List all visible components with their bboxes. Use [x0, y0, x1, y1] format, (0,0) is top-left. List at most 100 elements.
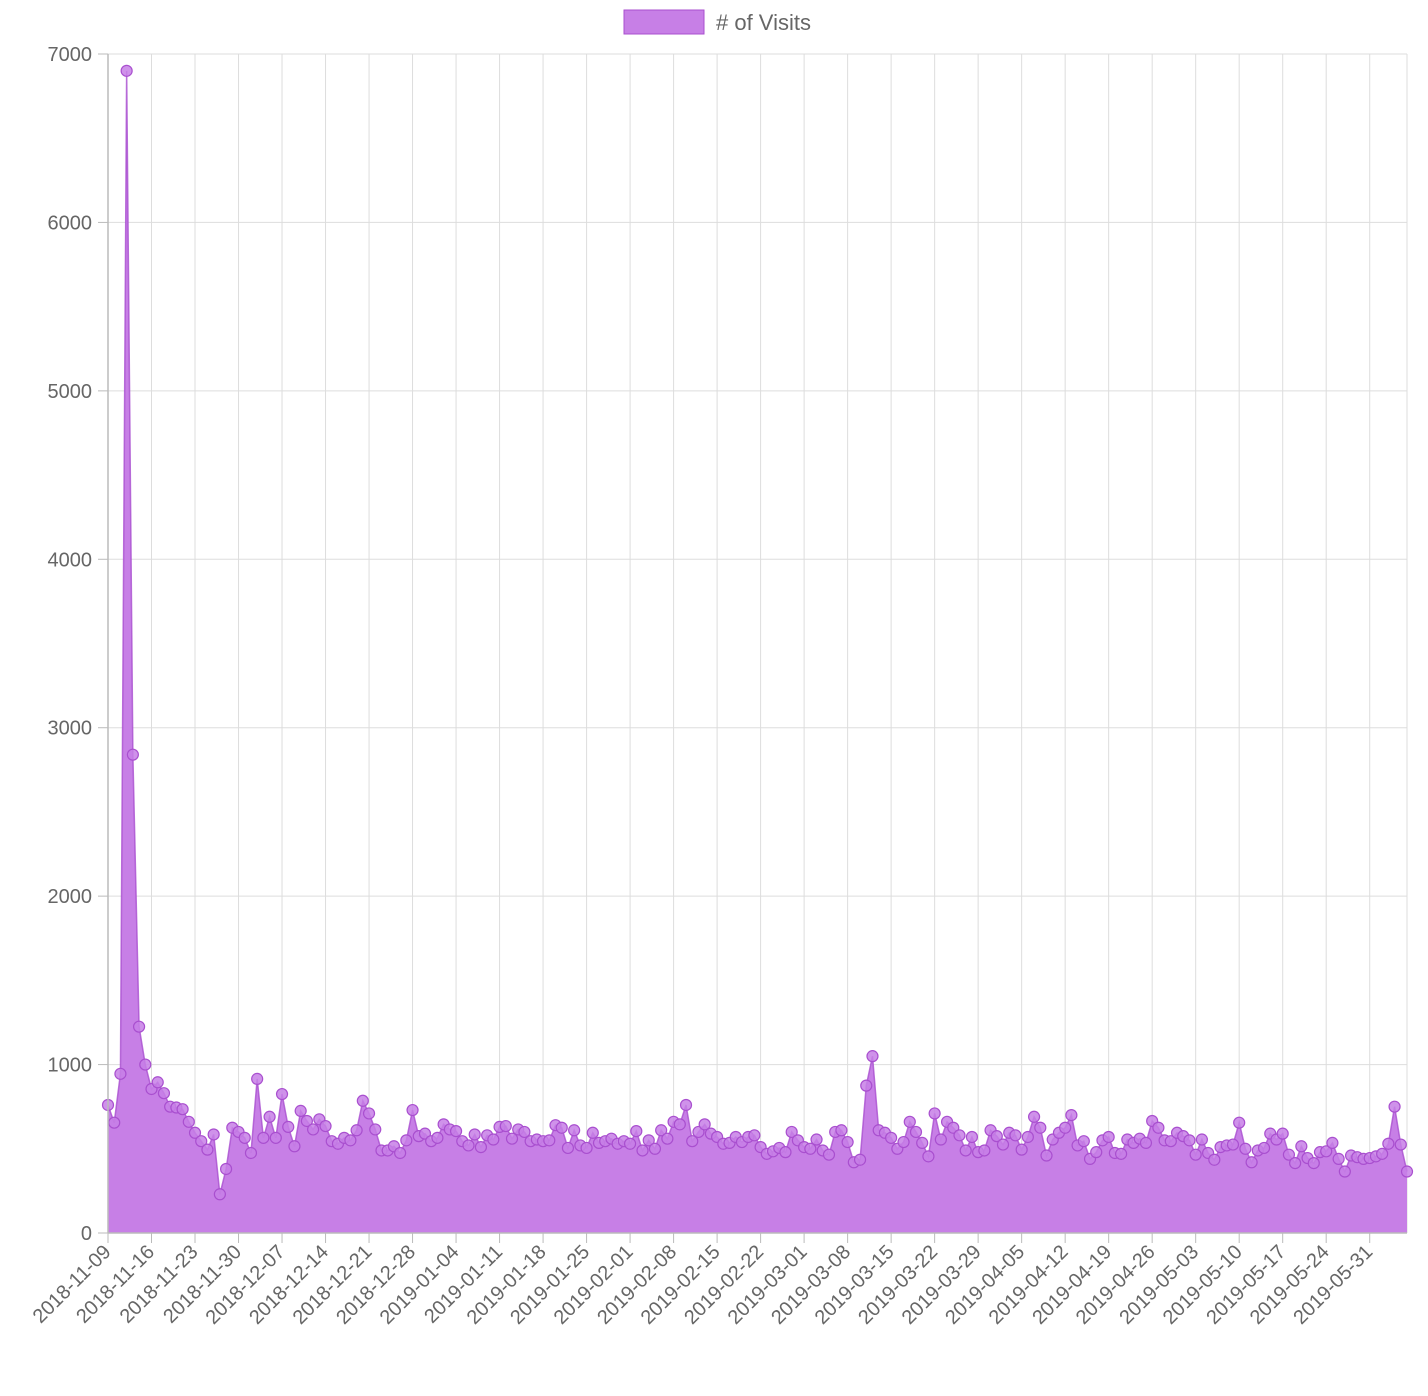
data-point — [568, 1124, 581, 1137]
data-point — [182, 1115, 195, 1128]
data-point — [580, 1141, 593, 1155]
area-fill — [108, 70, 1407, 1233]
data-point — [673, 1118, 686, 1131]
axes: 010002000300040005000600070002018-11-092… — [29, 44, 1407, 1329]
data-point — [120, 64, 133, 77]
data-point — [1021, 1130, 1034, 1144]
data-point — [1152, 1121, 1165, 1134]
data-point — [1233, 1116, 1246, 1129]
data-point — [1400, 1165, 1414, 1178]
data-point — [344, 1134, 357, 1147]
data-point — [679, 1098, 693, 1112]
data-point — [201, 1143, 214, 1156]
data-point — [785, 1125, 798, 1139]
data-point — [356, 1094, 369, 1107]
data-point — [1102, 1130, 1115, 1144]
legend-swatch — [623, 9, 705, 35]
data-point — [866, 1050, 879, 1063]
data-points — [101, 64, 1414, 1201]
data-point — [369, 1123, 382, 1136]
data-point — [1065, 1108, 1078, 1122]
data-point — [1239, 1142, 1252, 1155]
data-point — [1183, 1134, 1196, 1147]
data-point — [139, 1058, 152, 1071]
data-point — [841, 1135, 854, 1149]
data-point — [1388, 1100, 1401, 1113]
data-point — [1077, 1135, 1090, 1148]
data-point — [350, 1124, 363, 1137]
data-point — [1195, 1133, 1208, 1146]
y-tick-label: 1000 — [48, 1055, 93, 1077]
data-point — [922, 1150, 935, 1163]
data-point — [655, 1124, 668, 1137]
area-series — [107, 70, 1408, 1233]
data-point — [748, 1129, 761, 1142]
data-point — [853, 1153, 867, 1166]
data-point — [897, 1135, 910, 1149]
data-point — [1320, 1145, 1333, 1158]
data-point — [1189, 1148, 1202, 1161]
data-point — [1394, 1138, 1407, 1151]
data-point — [132, 1020, 146, 1033]
data-point — [959, 1144, 972, 1157]
data-point — [282, 1120, 295, 1133]
data-point — [400, 1134, 413, 1147]
y-tick-label: 3000 — [48, 718, 93, 740]
data-point — [462, 1139, 475, 1152]
data-point — [953, 1129, 966, 1142]
data-point — [779, 1146, 792, 1159]
data-point — [934, 1133, 947, 1146]
data-point — [903, 1115, 916, 1128]
data-point — [990, 1130, 1003, 1143]
grid — [107, 53, 1408, 1234]
y-tick-label: 6000 — [48, 212, 93, 234]
data-point — [996, 1138, 1010, 1151]
data-point — [238, 1131, 251, 1144]
data-point — [505, 1132, 519, 1145]
data-point — [1382, 1137, 1395, 1150]
data-point — [431, 1131, 444, 1144]
data-point — [630, 1125, 643, 1138]
data-point — [319, 1119, 332, 1133]
data-point — [219, 1162, 233, 1176]
data-point — [474, 1141, 488, 1154]
data-point — [213, 1188, 226, 1201]
y-tick-label: 2000 — [48, 886, 93, 908]
data-point — [307, 1123, 320, 1136]
legend[interactable]: # of Visits — [623, 9, 811, 35]
data-point — [810, 1133, 823, 1146]
data-point — [468, 1128, 481, 1141]
data-point — [275, 1087, 289, 1101]
data-point — [487, 1133, 500, 1146]
data-point — [642, 1134, 655, 1147]
data-point — [965, 1130, 979, 1144]
data-point — [263, 1110, 276, 1123]
data-point — [499, 1119, 512, 1133]
data-point — [114, 1067, 127, 1080]
data-point — [698, 1118, 711, 1131]
data-point — [543, 1134, 556, 1147]
data-point — [835, 1124, 848, 1137]
data-point — [822, 1148, 836, 1161]
data-point — [1090, 1146, 1103, 1159]
y-tick-label: 0 — [81, 1223, 92, 1245]
data-point — [1015, 1143, 1028, 1156]
series-line — [107, 70, 1408, 1195]
data-point — [244, 1146, 258, 1160]
data-point — [1326, 1136, 1339, 1149]
data-point — [1009, 1129, 1022, 1142]
data-point — [661, 1132, 674, 1145]
data-point — [928, 1107, 941, 1120]
data-point — [648, 1142, 662, 1155]
data-point — [157, 1087, 171, 1100]
data-point — [126, 748, 139, 761]
data-point — [251, 1072, 264, 1085]
data-point — [1289, 1157, 1302, 1170]
data-point — [518, 1125, 531, 1139]
data-point — [257, 1131, 270, 1144]
data-point — [1226, 1138, 1240, 1151]
data-point — [1295, 1140, 1308, 1153]
data-point — [623, 1137, 637, 1150]
data-point — [1114, 1147, 1128, 1160]
